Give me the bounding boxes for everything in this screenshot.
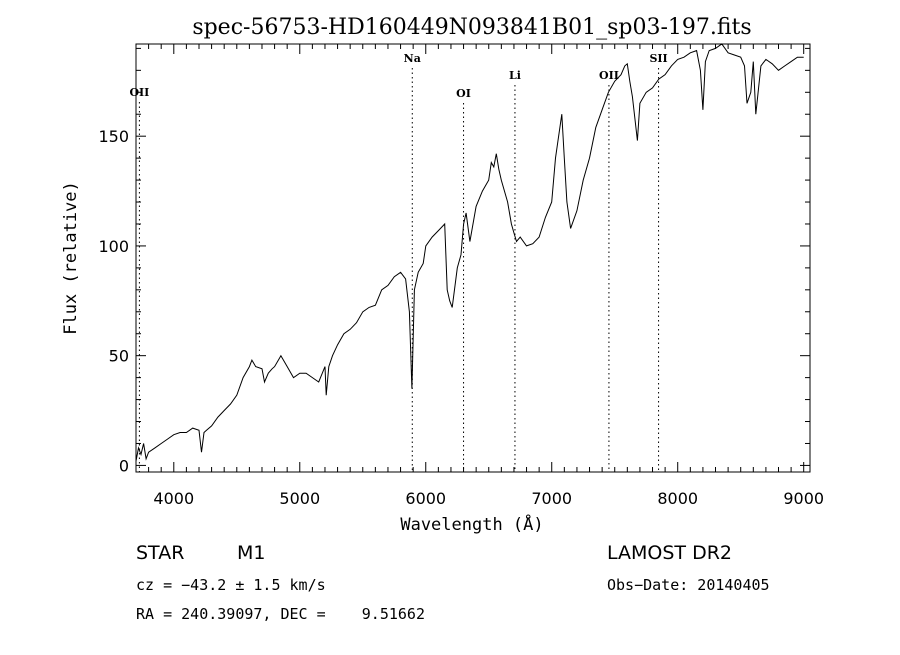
x-tick-label: 9000 — [783, 489, 824, 508]
line-marker-label: SII — [649, 52, 667, 65]
object-subclass: M1 — [237, 542, 265, 564]
x-tick-label: 8000 — [657, 489, 698, 508]
object-class: STAR — [136, 542, 184, 564]
survey-name: LAMOST DR2 — [607, 542, 732, 564]
line-marker-label: Na — [404, 52, 421, 65]
y-tick-label: 0 — [119, 456, 129, 475]
coordinates: RA = 240.39097, DEC = 9.51662 — [136, 605, 425, 623]
plot-border — [135, 43, 811, 473]
chart-title: spec-56753-HD160449N093841B01_sp03-197.f… — [192, 15, 751, 40]
y-tick-label: 150 — [98, 127, 129, 146]
x-axis-label: Wavelength (Å) — [400, 513, 543, 535]
line-marker-label: OI — [456, 87, 471, 100]
observation-date: Obs−Date: 20140405 — [607, 576, 770, 594]
x-tick-label: 4000 — [153, 489, 194, 508]
plot-frame — [135, 43, 811, 473]
x-tick-label: 6000 — [405, 489, 446, 508]
y-tick-label: 50 — [109, 347, 129, 366]
y-axis-ticks: 0 50 100 150 — [98, 47, 810, 475]
x-tick-label: 7000 — [531, 489, 572, 508]
y-tick-label: 100 — [98, 237, 129, 256]
line-marker-label: Li — [509, 69, 521, 82]
redshift-cz: cz = −43.2 ± 1.5 km/s — [136, 576, 326, 594]
y-axis-label: Flux (relative) — [61, 181, 81, 335]
line-marker-label: OII — [599, 69, 619, 82]
spectrum-series-line — [135, 43, 804, 462]
x-axis-ticks: 4000 5000 6000 7000 8000 9000 — [148, 44, 824, 508]
x-tick-label: 5000 — [279, 489, 320, 508]
